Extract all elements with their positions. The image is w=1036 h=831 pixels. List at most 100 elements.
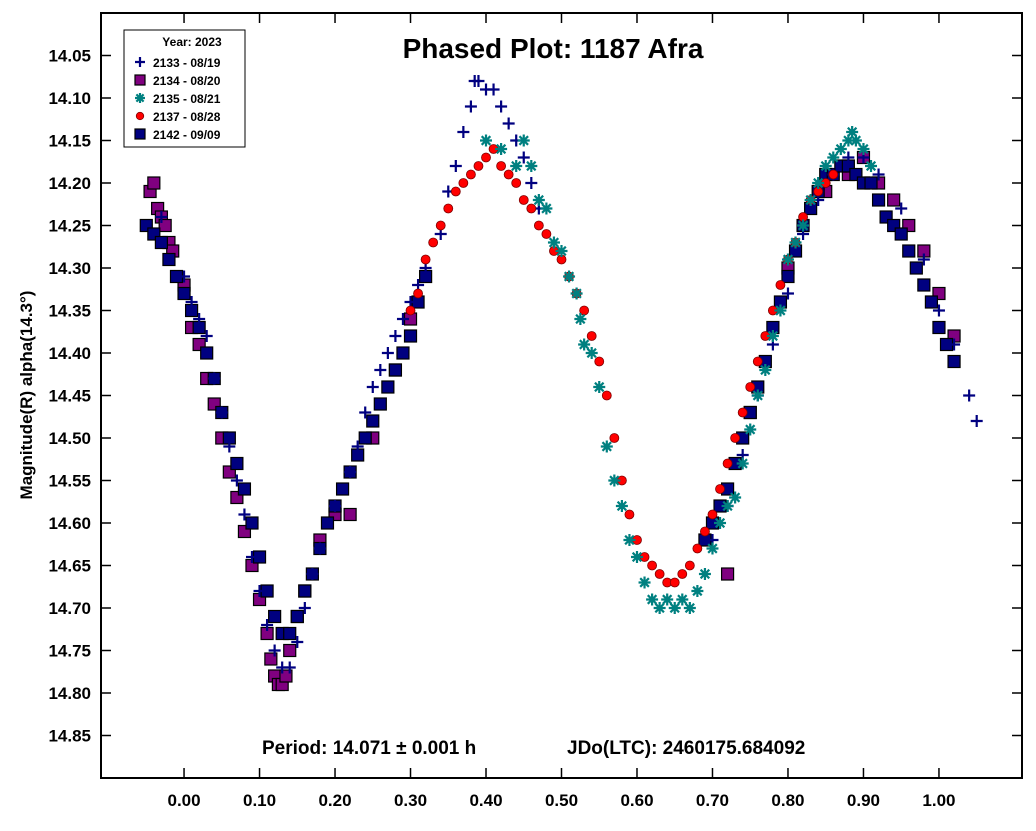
legend-entry-label: 2135 - 08/21 xyxy=(153,92,221,106)
data-points xyxy=(139,75,983,692)
data-point-circle xyxy=(511,178,522,188)
data-point-circle xyxy=(730,433,741,443)
data-point-plus xyxy=(932,304,945,317)
data-point-circle xyxy=(428,237,439,248)
data-point-asterisk xyxy=(585,347,598,359)
data-point-square xyxy=(932,320,946,335)
data-point-circle xyxy=(496,161,507,171)
y-tick-label: 14.50 xyxy=(48,429,91,448)
data-point-circle xyxy=(473,161,484,171)
data-point-square xyxy=(298,584,312,598)
data-point-asterisk xyxy=(751,389,764,402)
data-point-circle xyxy=(684,560,695,571)
legend-marker-square xyxy=(134,74,146,86)
data-point-circle xyxy=(466,169,476,180)
data-point-plus xyxy=(472,75,485,87)
data-point-square xyxy=(320,516,335,530)
data-point-plus xyxy=(351,440,364,453)
legend-marker-asterisk xyxy=(135,93,145,103)
data-point-asterisk xyxy=(525,160,538,172)
data-point-asterisk xyxy=(510,160,523,172)
data-point-circle xyxy=(722,458,733,469)
data-point-square xyxy=(177,286,191,301)
data-point-asterisk xyxy=(846,126,859,138)
data-point-circle xyxy=(669,577,680,588)
legend: Year: 2023 2133 - 08/19 2134 - 08/20 2135 … xyxy=(123,29,246,148)
data-point-asterisk xyxy=(729,491,742,504)
y-tick-label: 14.15 xyxy=(48,132,91,151)
data-point-asterisk xyxy=(668,602,681,614)
data-point-circle xyxy=(775,280,786,290)
data-point-circle xyxy=(533,220,544,231)
x-tick-label: 1.00 xyxy=(922,791,955,810)
data-point-plus xyxy=(449,160,462,172)
data-point-plus xyxy=(842,151,855,164)
data-point-circle xyxy=(594,356,605,367)
data-point-circle xyxy=(752,356,763,367)
x-tick-label: 0.90 xyxy=(847,791,880,810)
legend-title: Year: 2023 xyxy=(162,35,222,49)
data-point-asterisk xyxy=(766,330,779,342)
data-point-circle xyxy=(450,186,461,197)
data-point-circle xyxy=(707,509,718,520)
data-point-plus xyxy=(502,117,515,130)
data-point-square xyxy=(924,295,939,309)
data-point-circle xyxy=(700,526,710,537)
data-point-plus xyxy=(495,100,508,113)
data-point-plus xyxy=(193,313,206,325)
data-point-square xyxy=(230,456,244,471)
data-point-square xyxy=(245,516,259,530)
data-point-plus xyxy=(238,508,251,521)
legend-marker-square xyxy=(134,128,146,140)
data-point-square xyxy=(154,235,168,250)
data-point-circle xyxy=(420,254,431,265)
data-point-asterisk xyxy=(615,500,628,512)
data-point-asterisk xyxy=(570,287,583,300)
data-point-asterisk xyxy=(721,500,734,512)
data-point-square xyxy=(887,193,901,207)
data-point-asterisk xyxy=(759,364,772,376)
data-point-plus xyxy=(208,372,221,385)
data-point-asterisk xyxy=(736,457,749,470)
data-point-circle xyxy=(692,543,703,554)
data-point-asterisk xyxy=(653,602,666,614)
data-point-plus xyxy=(895,202,908,215)
plot-frame xyxy=(100,12,1023,779)
data-point-plus xyxy=(329,500,342,512)
period-label: Period: 14.071 ± 0.001 h xyxy=(262,738,476,759)
data-point-asterisk xyxy=(698,568,711,580)
data-point-asterisk xyxy=(706,542,719,555)
data-point-plus xyxy=(366,381,379,393)
x-axis-ticks: 0.00 0.10 0.20 0.30 0.40 0.50 0.60 0.70 0.80 0.90… xyxy=(167,13,956,810)
data-point-asterisk xyxy=(661,593,674,606)
data-point-circle xyxy=(443,203,454,214)
y-axis-label: Magnitude(R) alpha(14.3°) xyxy=(17,291,36,500)
data-point-asterisk xyxy=(517,134,530,147)
data-point-asterisk xyxy=(827,151,840,164)
data-point-asterisk xyxy=(857,143,870,155)
data-point-plus xyxy=(970,415,983,427)
data-point-square xyxy=(947,354,961,369)
data-point-plus xyxy=(525,177,538,189)
data-point-square xyxy=(290,609,304,624)
legend-entry-label: 2137 - 08/28 xyxy=(153,110,221,124)
y-tick-label: 14.70 xyxy=(48,599,91,618)
data-point-square xyxy=(283,626,297,641)
data-point-plus xyxy=(155,211,168,223)
data-point-square xyxy=(335,482,350,496)
data-point-square xyxy=(871,193,886,207)
x-tick-label: 0.70 xyxy=(696,791,729,810)
data-point-asterisk xyxy=(789,236,802,249)
y-tick-label: 14.10 xyxy=(48,89,91,108)
data-point-square xyxy=(894,227,908,241)
data-point-plus xyxy=(215,406,228,419)
data-point-square xyxy=(902,244,916,258)
chart-title: Phased Plot: 1187 Afra xyxy=(403,33,704,64)
data-point-asterisk xyxy=(593,381,606,393)
data-point-plus xyxy=(268,644,281,657)
data-point-asterisk xyxy=(691,585,704,597)
legend-items: 2133 - 08/19 2134 - 08/20 2135 - 08/21 2137… xyxy=(134,56,221,142)
data-point-plus xyxy=(374,364,387,376)
data-point-circle xyxy=(654,569,665,579)
y-tick-label: 14.80 xyxy=(48,684,91,703)
